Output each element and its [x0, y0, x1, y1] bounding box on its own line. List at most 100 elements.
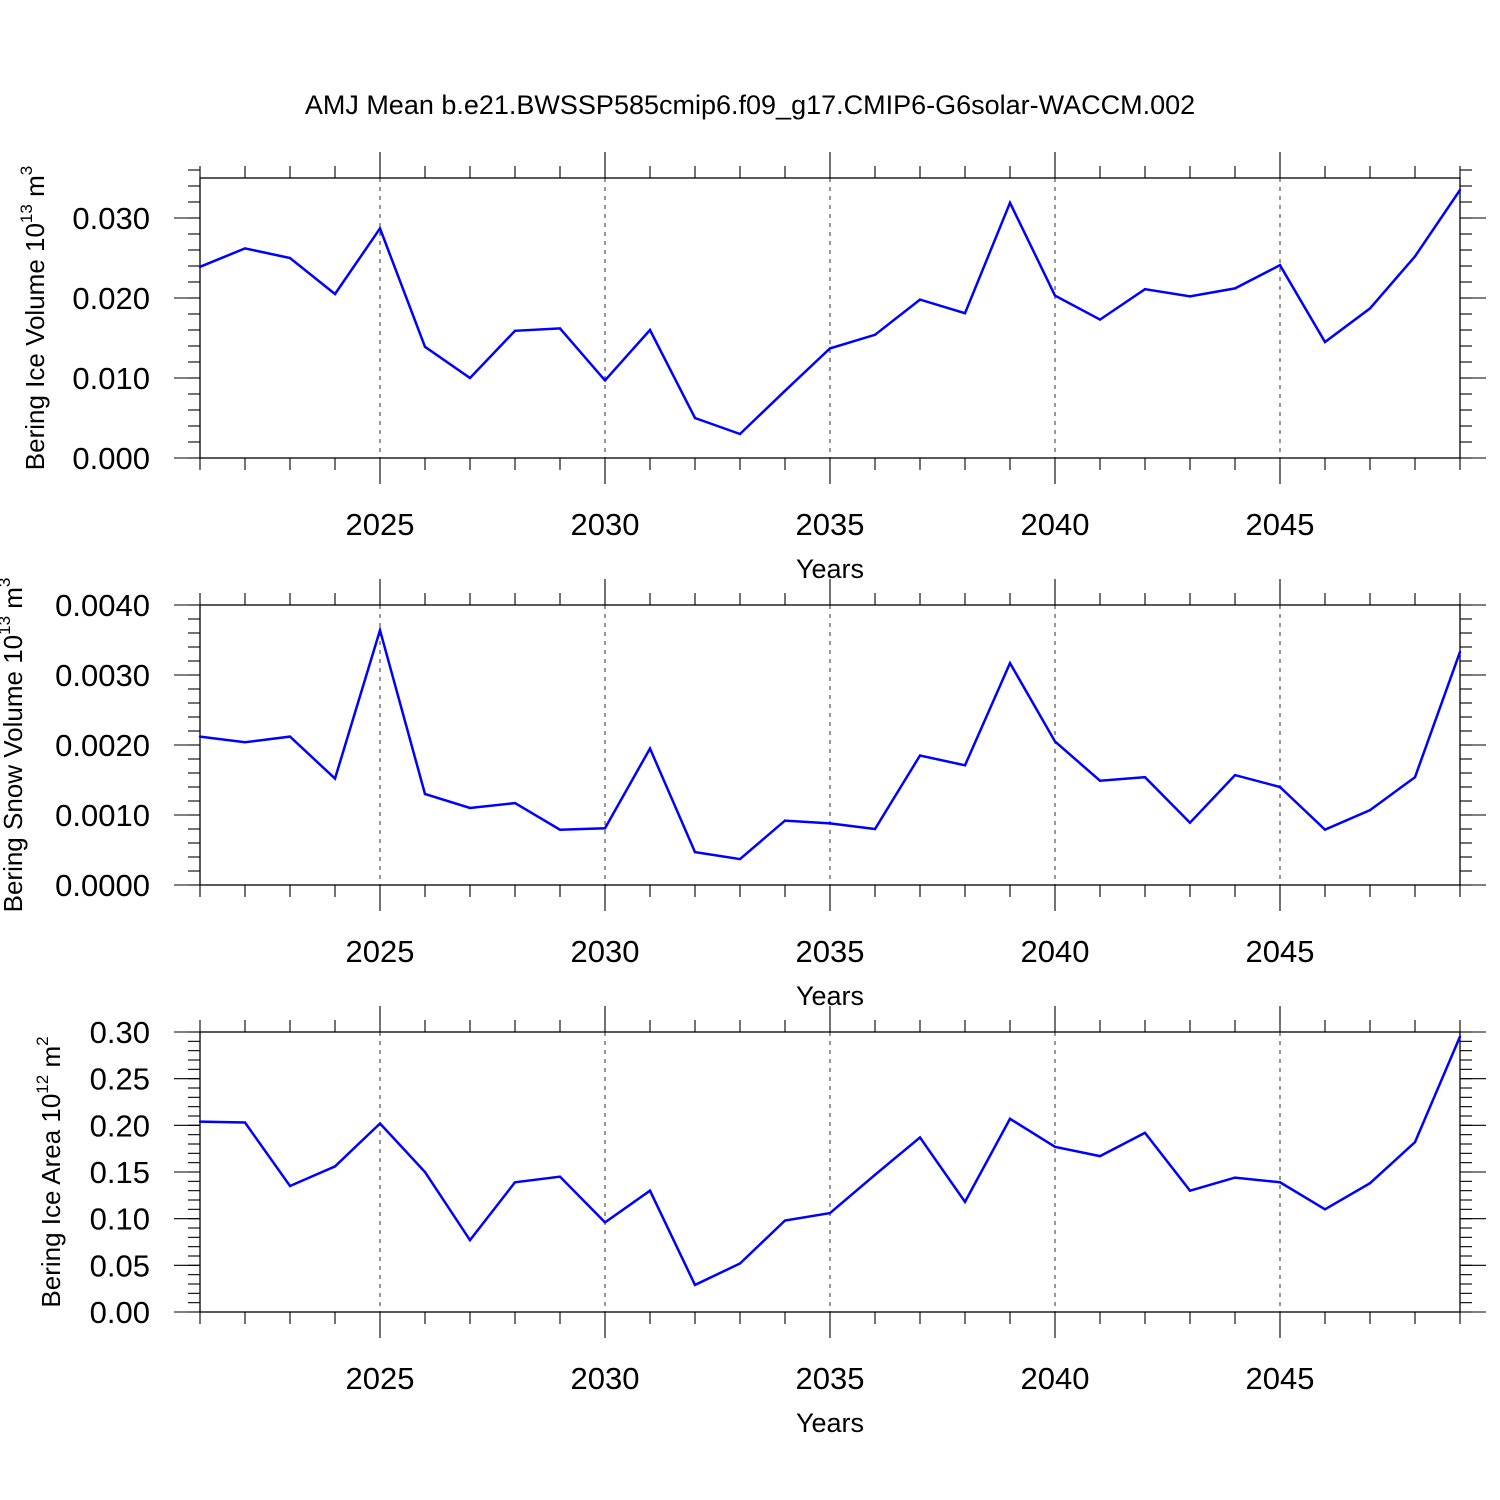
data-point: [378, 1122, 382, 1125]
x-tick-label: 2035: [796, 1361, 865, 1396]
data-point: [198, 735, 202, 738]
data-point: [243, 247, 247, 250]
data-point: [738, 857, 742, 861]
x-tick-label: 2045: [1246, 1361, 1315, 1396]
y-tick-label: 0.15: [90, 1155, 150, 1190]
figure-title: AMJ Mean b.e21.BWSSP585cmip6.f09_g17.CMI…: [305, 90, 1195, 120]
data-point: [1233, 1176, 1237, 1179]
data-point: [1278, 1181, 1282, 1184]
y-axis-label: Bering Snow Volume 1013 m3: [0, 578, 28, 913]
data-point: [1098, 318, 1102, 321]
data-point: [648, 747, 652, 750]
data-point: [513, 329, 517, 332]
x-tick-label: 2040: [1021, 934, 1090, 969]
data-point: [468, 806, 472, 810]
y-tick-label: 0.000: [72, 441, 150, 476]
data-point: [1233, 773, 1237, 777]
data-point: [1278, 264, 1282, 267]
data-point: [288, 735, 292, 738]
x-tick-label: 2035: [796, 934, 865, 969]
data-point: [1458, 188, 1462, 192]
y-tick-label: 0.0040: [55, 588, 150, 623]
data-point: [333, 292, 337, 296]
data-point: [783, 389, 787, 392]
y-tick-label: 0.0000: [55, 868, 150, 903]
y-tick-label: 0.30: [90, 1015, 150, 1050]
data-point: [873, 333, 877, 336]
data-point: [1008, 661, 1012, 665]
x-tick-label: 2025: [346, 1361, 415, 1396]
y-tick-label: 0.20: [90, 1108, 150, 1143]
data-point: [198, 1120, 202, 1123]
y-tick-label: 0.25: [90, 1062, 150, 1097]
data-point: [963, 312, 967, 315]
data-point: [333, 1165, 337, 1168]
data-point: [243, 1121, 247, 1124]
data-point: [378, 227, 382, 230]
data-point: [828, 822, 832, 825]
panel-ice-volume: 0.000 0.010 0.020 0.030 2025 2030 2035 2040 2045…: [17, 152, 1486, 584]
data-point: [693, 850, 697, 854]
data-point: [1323, 1208, 1327, 1211]
data-point: [468, 1238, 472, 1242]
data-point: [1143, 1131, 1147, 1135]
data-point: [648, 1189, 652, 1192]
data-point: [1008, 1117, 1012, 1121]
data-point: [963, 764, 967, 767]
data-point: [603, 827, 607, 830]
data-point: [603, 379, 607, 382]
data-point: [513, 801, 517, 805]
data-point: [333, 777, 337, 780]
y-tick-label: 0.010: [72, 361, 150, 396]
data-point: [828, 347, 832, 350]
data-point: [1413, 255, 1417, 258]
x-tick-label: 2035: [796, 507, 865, 542]
y-tick-label: 0.030: [72, 201, 150, 236]
data-point: [783, 819, 787, 822]
data-point: [1368, 808, 1372, 812]
panel-ice-area: 0.00 0.05 0.10 0.15 0.20 0.25 0.30 2025 2030 2035…: [33, 1006, 1486, 1438]
x-axis-label: Years: [796, 1408, 864, 1438]
data-point: [1233, 287, 1237, 290]
data-point: [1143, 776, 1147, 779]
x-tick-label: 2030: [571, 507, 640, 542]
data-point: [963, 1200, 967, 1204]
data-point: [468, 376, 472, 380]
data-point: [1188, 1189, 1192, 1192]
data-point: [558, 828, 562, 831]
x-tick-label: 2025: [346, 507, 415, 542]
data-point: [558, 327, 562, 330]
data-point: [603, 1221, 607, 1224]
x-tick-label: 2040: [1021, 507, 1090, 542]
data-point: [423, 792, 427, 796]
data-point: [423, 345, 427, 348]
data-point: [1053, 294, 1057, 297]
data-point: [288, 1184, 292, 1188]
x-tick-label: 2030: [571, 1361, 640, 1396]
data-point: [828, 1211, 832, 1215]
data-point: [738, 432, 742, 436]
data-point: [693, 1283, 697, 1287]
x-tick-label: 2030: [571, 934, 640, 969]
data-point: [1053, 740, 1057, 743]
x-tick-label: 2045: [1246, 934, 1315, 969]
y-tick-label: 0.05: [90, 1248, 150, 1283]
data-point: [1098, 779, 1102, 782]
x-tick-label: 2025: [346, 934, 415, 969]
data-point: [1413, 776, 1417, 779]
data-point: [1458, 1035, 1462, 1038]
data-point: [1413, 1140, 1417, 1144]
data-point: [693, 416, 697, 420]
y-tick-label: 0.0010: [55, 798, 150, 833]
y-tick-label: 0.0020: [55, 728, 150, 763]
x-tick-label: 2040: [1021, 1361, 1090, 1396]
y-tick-label: 0.020: [72, 281, 150, 316]
y-tick-label: 0.00: [90, 1295, 150, 1330]
data-point: [1098, 1154, 1102, 1158]
y-axis-label: Bering Ice Area 1012 m2: [33, 1036, 66, 1307]
data-point: [918, 1136, 922, 1139]
y-axis-label: Bering Ice Volume 1013 m3: [17, 166, 50, 470]
y-tick-label: 0.10: [90, 1202, 150, 1237]
data-point: [1053, 1145, 1057, 1149]
data-point: [1188, 295, 1192, 298]
